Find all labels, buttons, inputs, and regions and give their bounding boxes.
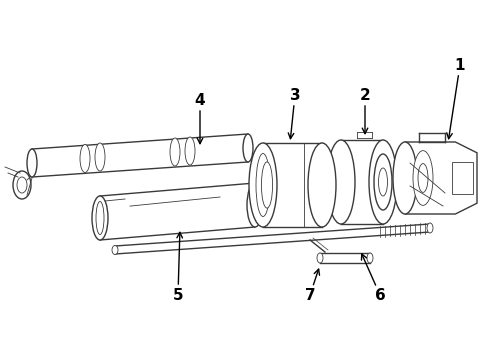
Text: 7: 7 [305,288,315,302]
Ellipse shape [112,246,118,255]
Polygon shape [341,140,383,224]
Ellipse shape [378,168,388,196]
Ellipse shape [327,140,355,224]
Polygon shape [263,143,322,227]
Ellipse shape [80,144,90,172]
Polygon shape [32,134,248,177]
Ellipse shape [27,149,37,177]
Text: 1: 1 [455,58,465,72]
Ellipse shape [17,177,27,193]
Text: 2: 2 [360,87,370,103]
Ellipse shape [95,143,105,171]
Ellipse shape [393,142,417,214]
Polygon shape [320,253,370,263]
Polygon shape [115,224,430,254]
Ellipse shape [243,134,253,162]
Ellipse shape [247,183,263,227]
Text: 6: 6 [375,288,385,302]
Ellipse shape [185,137,195,165]
Ellipse shape [367,253,373,263]
Ellipse shape [317,253,323,263]
Ellipse shape [13,171,31,199]
Ellipse shape [418,163,428,192]
Ellipse shape [256,153,270,216]
Polygon shape [405,142,477,214]
Text: 3: 3 [290,87,300,103]
Ellipse shape [170,138,180,166]
Ellipse shape [427,223,433,233]
Ellipse shape [249,143,277,227]
Bar [452,162,473,194]
Ellipse shape [308,143,336,227]
Ellipse shape [374,154,392,210]
Ellipse shape [96,202,104,234]
Ellipse shape [369,140,397,224]
Text: 5: 5 [172,288,183,302]
Polygon shape [100,183,255,240]
Text: 4: 4 [195,93,205,108]
Ellipse shape [92,196,108,240]
Ellipse shape [413,150,433,205]
Ellipse shape [261,162,272,208]
